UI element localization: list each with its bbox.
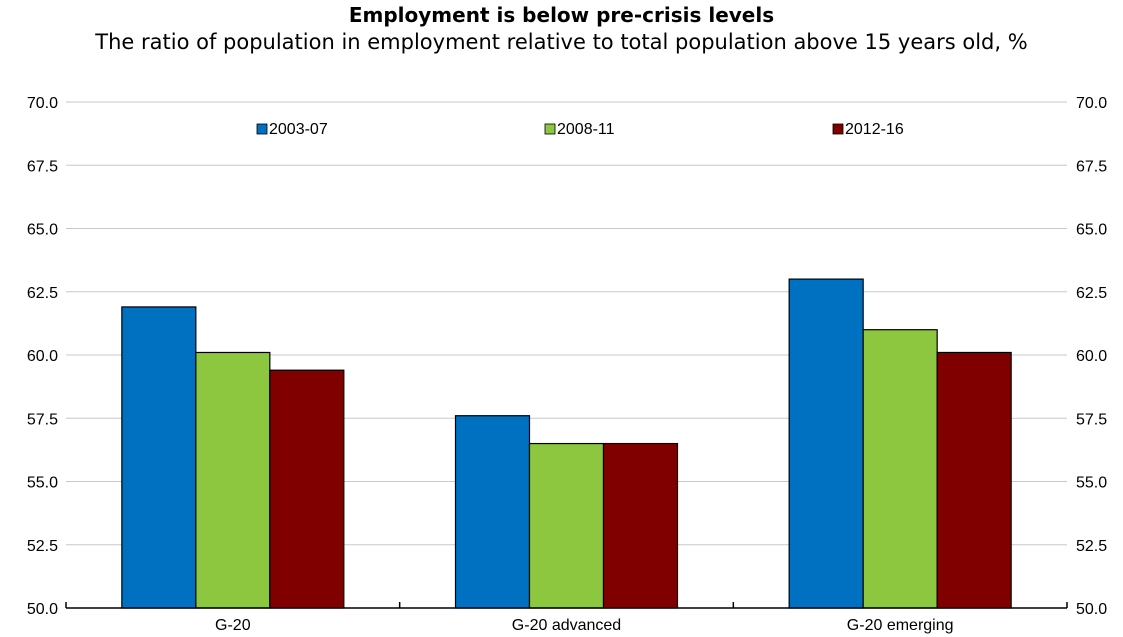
y-tick-label-right: 65.0 (1076, 222, 1107, 239)
y-tick-label-left: 50.0 (27, 601, 58, 618)
bar (528, 442, 605, 609)
bar (454, 415, 531, 609)
y-tick-label-right: 52.5 (1076, 538, 1107, 555)
y-tick-label-right: 60.0 (1076, 348, 1107, 365)
y-tick-label-left: 70.0 (27, 95, 58, 112)
legend-label: 2008-11 (557, 121, 615, 138)
y-tick-label-right: 57.5 (1076, 411, 1107, 428)
x-category-label: G-20 emerging (847, 617, 954, 634)
y-tick-label-left: 65.0 (27, 222, 58, 239)
y-tick-label-left: 57.5 (27, 411, 58, 428)
bar (862, 329, 938, 609)
y-tick-label-right: 67.5 (1076, 158, 1107, 175)
legend-label: 2003-07 (269, 121, 328, 138)
y-tick-label-left: 67.5 (27, 158, 58, 175)
y-tick-label-left: 55.0 (27, 475, 58, 492)
y-tick-label-right: 50.0 (1076, 601, 1107, 618)
y-tick-label-left: 62.5 (27, 285, 58, 302)
bars (121, 278, 1012, 609)
y-tick-label-right: 70.0 (1076, 95, 1107, 112)
bar (195, 351, 271, 609)
y-axis-right: 50.0 52.5 55.0 57.5 60.0 62.5 65.0 67.5 70.0 (1076, 95, 1107, 618)
bar (936, 351, 1012, 609)
chart-title: Employment is below pre-crisis levels (348, 3, 775, 27)
legend-swatch (832, 123, 844, 135)
legend-swatch (256, 123, 268, 135)
y-tick-label-left: 52.5 (27, 538, 58, 555)
y-axis-left: 50.0 52.5 55.0 57.5 60.0 62.5 65.0 67.5 70.0 (27, 95, 58, 618)
bar (121, 306, 197, 609)
y-tick-label-right: 62.5 (1076, 285, 1107, 302)
x-category-label: G-20 advanced (512, 617, 621, 634)
x-category-label: G-20 (215, 617, 251, 634)
bar (269, 369, 345, 609)
chart-subtitle: The ratio of population in employment re… (95, 30, 1028, 54)
bar (788, 278, 864, 609)
legend: 2003-07 2008-11 2012-16 (256, 121, 904, 138)
legend-label: 2012-16 (845, 121, 904, 138)
x-axis: G-20 G-20 advanced G-20 emerging (65, 602, 1068, 634)
y-tick-label-right: 55.0 (1076, 475, 1107, 492)
bar (602, 442, 679, 609)
y-tick-label-left: 60.0 (27, 348, 58, 365)
legend-swatch (544, 123, 556, 135)
